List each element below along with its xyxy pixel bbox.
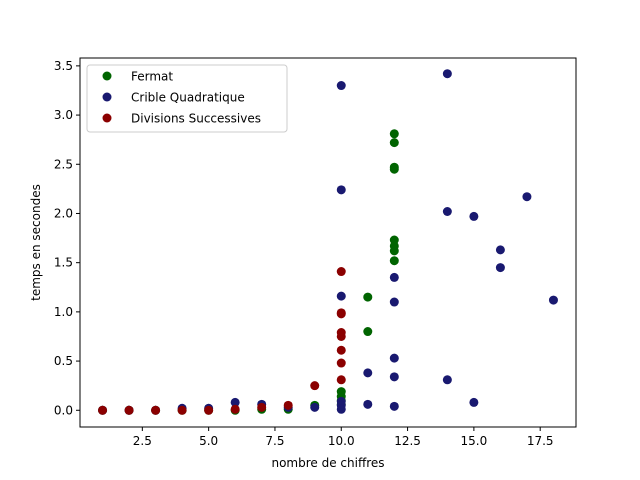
data-point — [230, 397, 240, 407]
data-point — [389, 129, 399, 139]
data-point — [469, 211, 479, 221]
legend-marker — [102, 71, 112, 81]
x-axis-label: nombre de chiffres — [271, 456, 384, 470]
data-point — [389, 164, 399, 174]
y-tick-label: 0.5 — [54, 354, 73, 368]
points-layer — [98, 69, 558, 415]
data-point — [389, 246, 399, 256]
y-tick-label: 3.5 — [54, 59, 73, 73]
data-point — [389, 353, 399, 363]
legend-label: Crible Quadratique — [131, 91, 245, 105]
x-tick-label: 10.0 — [328, 434, 355, 448]
data-point — [442, 207, 452, 217]
data-point — [389, 401, 399, 411]
data-point — [336, 81, 346, 91]
y-tick-label: 0.0 — [54, 403, 73, 417]
legend: Fermat Crible Quadratique Divisions Succes… — [86, 64, 288, 133]
data-point — [363, 399, 373, 409]
data-point — [336, 345, 346, 355]
data-point — [363, 368, 373, 378]
data-point — [495, 245, 505, 255]
data-point — [177, 405, 187, 415]
data-point — [389, 297, 399, 307]
data-point — [442, 375, 452, 385]
data-point — [336, 375, 346, 385]
legend-label: Fermat — [131, 70, 173, 84]
series-2 — [98, 267, 346, 415]
y-axis-label: temps en secondes — [29, 184, 43, 301]
data-point — [336, 309, 346, 319]
data-point — [310, 402, 320, 412]
data-point — [230, 404, 240, 414]
data-point — [283, 400, 293, 410]
data-point — [124, 405, 134, 415]
data-point — [389, 256, 399, 266]
data-point — [98, 405, 108, 415]
data-point — [363, 292, 373, 302]
legend-marker — [102, 113, 112, 123]
data-point — [336, 331, 346, 341]
data-point — [336, 404, 346, 414]
x-tick-label: 12.5 — [394, 434, 421, 448]
legend-label: Divisions Successives — [131, 112, 261, 126]
y-tick-label: 2.5 — [54, 157, 73, 171]
data-point — [257, 402, 267, 412]
data-point — [310, 381, 320, 391]
y-tick-label: 1.0 — [54, 305, 73, 319]
data-point — [548, 295, 558, 305]
legend-marker — [102, 92, 112, 102]
data-point — [336, 291, 346, 301]
x-tick-label: 17.5 — [527, 434, 554, 448]
data-point — [389, 138, 399, 148]
data-point — [469, 397, 479, 407]
data-point — [336, 358, 346, 368]
data-point — [151, 405, 161, 415]
y-tick-label: 3.0 — [54, 108, 73, 122]
legend-box — [86, 64, 288, 133]
data-point — [204, 405, 214, 415]
y-tick-label: 1.5 — [54, 256, 73, 270]
x-tick-label: 2.5 — [133, 434, 152, 448]
x-tick-label: 7.5 — [265, 434, 284, 448]
data-point — [336, 267, 346, 277]
data-point — [389, 372, 399, 382]
x-tick-label: 5.0 — [199, 434, 218, 448]
y-ticks: 0.0 0.5 1.0 1.5 2.0 2.5 3.0 3.5 — [54, 59, 80, 417]
series-0 — [98, 129, 399, 415]
x-ticks: 2.5 5.0 7.5 10.0 12.5 15.0 17.5 — [133, 427, 554, 448]
x-tick-label: 15.0 — [461, 434, 488, 448]
data-point — [522, 192, 532, 202]
data-point — [442, 69, 452, 79]
data-point — [389, 272, 399, 282]
data-point — [495, 263, 505, 273]
data-point — [336, 185, 346, 195]
y-tick-label: 2.0 — [54, 206, 73, 220]
axes-frame — [79, 57, 577, 428]
data-point — [363, 327, 373, 337]
